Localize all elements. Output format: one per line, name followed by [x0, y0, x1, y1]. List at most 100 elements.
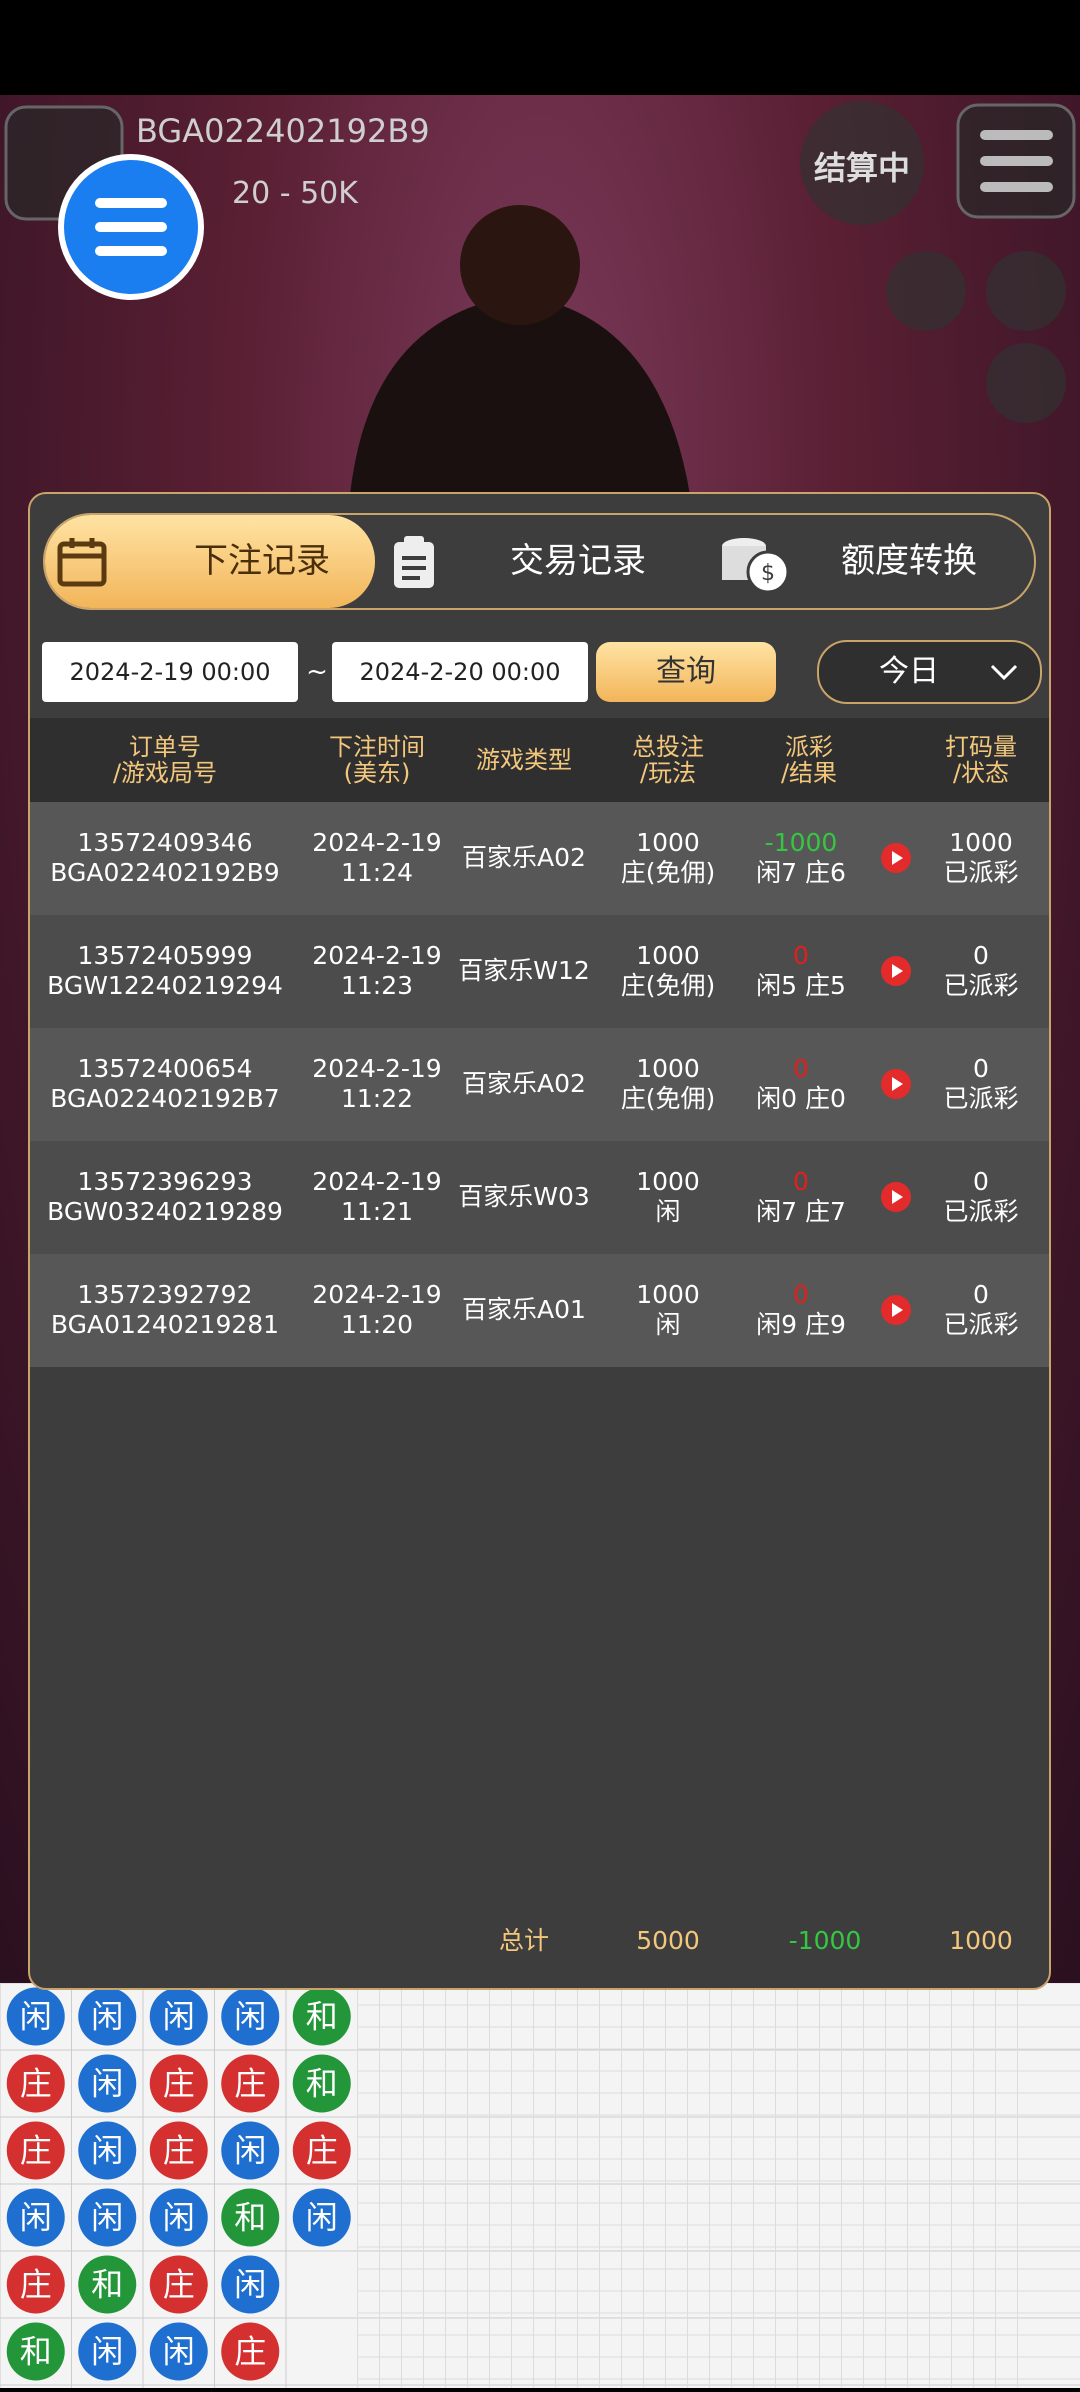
clipboard-icon	[394, 536, 434, 588]
game-type: 百家乐A02	[462, 843, 586, 872]
column-header: /结果	[780, 759, 838, 787]
column-header: 下注时间	[329, 733, 425, 761]
table-row	[30, 1254, 1049, 1367]
calendar-icon	[57, 538, 107, 587]
play-icon	[892, 851, 903, 865]
bead-label: 闲	[163, 1998, 195, 2036]
bead-label: 庄	[163, 2065, 195, 2103]
bead-label: 庄	[163, 2132, 195, 2170]
bet-amount: 1000	[636, 1280, 700, 1309]
replay-button[interactable]	[881, 1069, 911, 1099]
order-id: 13572409346	[77, 828, 253, 857]
round-id: BGA022402192B9	[50, 858, 280, 887]
game-type: 百家乐A01	[462, 1295, 586, 1324]
record-modal: $ 2024-2-19 00:00 ~ 2024-2-20 00:00 查询 今…	[28, 492, 1051, 1990]
bead-label: 和	[20, 2333, 52, 2371]
turnover: 0	[973, 941, 989, 970]
dropdown-arrow	[990, 664, 1018, 681]
bead-label: 闲	[306, 2199, 338, 2237]
totals-label: 总计	[498, 1926, 550, 1955]
bead	[149, 2322, 208, 2381]
bet-play: 庄(免佣)	[620, 971, 716, 1000]
table-row	[30, 1141, 1049, 1254]
bead-label: 闲	[163, 2199, 195, 2237]
column-header: 派彩	[785, 733, 833, 761]
bead	[6, 2255, 65, 2314]
bead	[149, 2188, 208, 2247]
bead	[6, 2322, 65, 2381]
bead	[6, 2054, 65, 2113]
range-select[interactable]: 今日	[817, 640, 1042, 704]
replay-button[interactable]	[881, 1182, 911, 1212]
payout: 0	[793, 1167, 809, 1196]
bead-label: 庄	[20, 2266, 52, 2304]
result: 闲0 庄0	[756, 1084, 846, 1113]
column-header: 打码量	[945, 733, 1017, 761]
bead-label: 闲	[91, 1998, 123, 2036]
bead	[292, 2188, 351, 2247]
bet-time: 11:24	[340, 858, 414, 887]
bead-label: 闲	[91, 2132, 123, 2170]
query-button[interactable]: 查询	[596, 642, 776, 702]
replay-button[interactable]	[881, 1295, 911, 1325]
game-type: 百家乐W12	[458, 956, 590, 985]
round-id: BGW12240219294	[47, 971, 283, 1000]
status: 已派彩	[943, 971, 1019, 1000]
bead	[78, 2255, 137, 2314]
bet-date: 2024-2-19	[312, 941, 442, 970]
bead-label: 闲	[234, 1998, 266, 2036]
zoom-button[interactable]	[886, 251, 966, 331]
bead	[221, 2054, 280, 2113]
order-id: 13572400654	[77, 1054, 253, 1083]
order-id: 13572392792	[77, 1280, 253, 1309]
status-badge	[800, 101, 924, 225]
date-from[interactable]: 2024-2-19 00:00	[42, 642, 298, 702]
bead	[221, 2255, 280, 2314]
bead	[6, 2188, 65, 2247]
road-area: 闲闲闲闲和庄闲庄庄和庄闲庄闲庄闲闲闲和闲庄和庄闲和闲闲庄	[0, 1982, 1080, 2388]
totals-payout: -1000	[788, 1926, 862, 1955]
play-icon	[892, 1190, 903, 1204]
bet-play: 庄(免佣)	[620, 858, 716, 887]
replay-button[interactable]	[881, 843, 911, 873]
menu-icon	[95, 198, 167, 256]
bead-label: 闲	[163, 2333, 195, 2371]
table-row	[30, 1028, 1049, 1141]
tab: 交易记录	[510, 541, 646, 581]
payout: -1000	[764, 828, 838, 857]
bead-label: 闲	[91, 2065, 123, 2103]
pause-button[interactable]	[986, 251, 1066, 331]
replay-button[interactable]	[881, 956, 911, 986]
table-row	[30, 802, 1049, 915]
bead-label: 闲	[234, 2132, 266, 2170]
result: 闲9 庄9	[756, 1310, 846, 1339]
coins-icon: $	[722, 538, 790, 594]
tab: 下注记录	[194, 541, 330, 581]
coin-symbol: $	[761, 561, 775, 586]
bet-amount: 1000	[636, 828, 700, 857]
bet-amount: 1000	[636, 1054, 700, 1083]
date-to[interactable]: 2024-2-20 00:00	[332, 642, 588, 702]
bet-time: 11:22	[340, 1084, 414, 1113]
result: 闲7 庄7	[756, 1197, 846, 1226]
bead	[292, 1987, 351, 2046]
bead	[78, 1987, 137, 2046]
dealer-silhouette	[350, 295, 690, 495]
bead	[221, 2188, 280, 2247]
turnover: 0	[973, 1280, 989, 1309]
order-id: 13572396293	[77, 1167, 253, 1196]
bet-date: 2024-2-19	[312, 1167, 442, 1196]
bead	[292, 2121, 351, 2180]
bead	[292, 2054, 351, 2113]
play-icon	[892, 964, 903, 978]
column-header: /状态	[952, 759, 1010, 787]
bead	[221, 2322, 280, 2381]
round-id: BGA022402192B7	[50, 1084, 280, 1113]
bead-label: 和	[306, 2065, 338, 2103]
bead	[149, 1987, 208, 2046]
status: 已派彩	[943, 1084, 1019, 1113]
play-icon	[892, 1077, 903, 1091]
active-tab-bg	[45, 515, 375, 608]
status: 已派彩	[943, 1197, 1019, 1226]
